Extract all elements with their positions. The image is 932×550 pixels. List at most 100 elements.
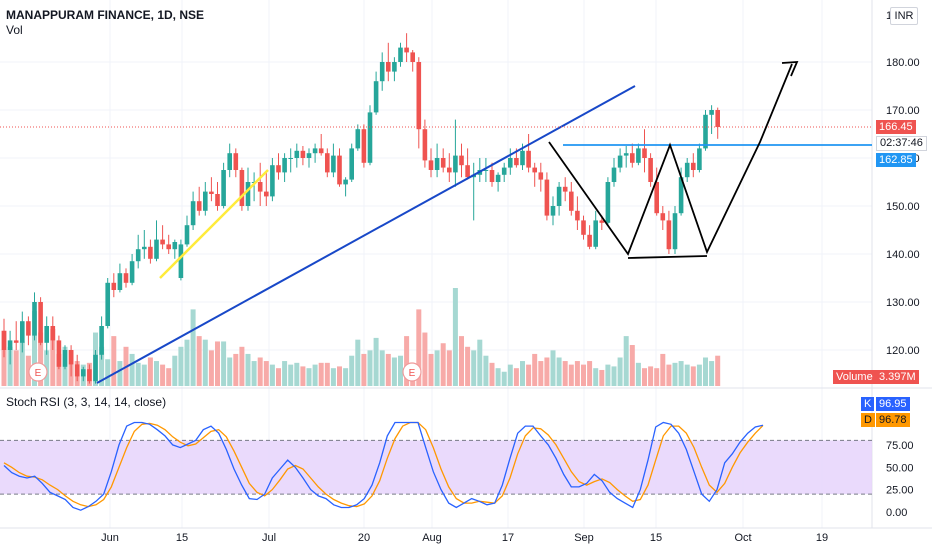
drawings-layer [0,61,872,384]
volume-bar [184,339,190,386]
time-axis[interactable]: Jun 15 Jul 20 Aug 17 Sep 15 Oct 19 [101,532,828,544]
candle-body [666,220,672,250]
volume-bar [617,357,623,386]
candle-body [489,170,495,182]
volume-bar [306,368,312,386]
candle-body [678,177,684,214]
candle-body [459,155,464,166]
volume-bar [208,350,214,386]
volume-bar [660,353,666,386]
last-price-tag: 166.45 [876,120,916,134]
volume-bar [312,364,318,386]
candle-body [404,47,409,53]
volume-bar [13,350,19,386]
currency-button[interactable]: INR [890,7,918,25]
volume-bar [7,346,13,386]
k-value-tag: 96.95 [876,397,910,411]
candle-body [99,326,104,355]
candle-body [282,158,287,173]
candle-body [483,170,489,171]
candle-body [343,179,348,185]
candle-body [440,158,446,168]
candle-body [276,165,281,173]
volume-bar [129,353,135,386]
candle-body [264,191,269,197]
arrow-head-icon [781,61,799,77]
volume-bar [141,364,147,386]
candle-body [495,174,501,182]
time-label: Jul [262,532,276,544]
volume-bar [611,366,617,386]
candle-body [38,302,43,343]
candle-body [172,242,178,250]
volume-bar [330,368,336,386]
volume-bar [294,362,300,386]
volume-bar [599,369,605,386]
candle-body [257,182,263,192]
volume-bar [635,362,641,386]
candle-body [465,165,470,178]
volume-bar [684,364,690,386]
volume-bar [574,361,580,386]
price-axis[interactable]: 180.00170.00160.00150.00140.00130.00120.… [886,10,920,519]
volume-bar [428,353,434,386]
volume-bar [629,345,635,386]
candle-body [154,239,159,259]
candle-body [148,246,153,259]
volume-bar [257,357,263,386]
level-price-tag: 162.85 [876,153,916,167]
volume-bar [593,368,599,386]
earnings-marker-label: E [409,368,416,379]
candle-body [312,148,318,154]
volume-bar [434,350,440,386]
volume-bar [385,353,391,386]
candle-body [605,182,611,223]
price-tick-partial: 1 [886,10,892,22]
candle-body [178,244,184,278]
candle-body [233,153,239,170]
stoch-rsi-title[interactable]: Stoch RSI (3, 3, 14, 14, close) [6,395,167,409]
volume-bar [507,364,513,386]
volume-bar [398,355,403,386]
volume-bar [367,350,373,386]
candle-body [392,62,397,72]
pattern-base-line [627,255,708,259]
candle-body [672,213,678,250]
symbol-title[interactable]: MANAPPURAM FINANCE, 1D, NSE [6,8,205,22]
volume-legend-label[interactable]: Vol [6,23,23,37]
volume-bar [276,368,281,386]
candle-body [526,150,531,168]
volume-bar [642,368,647,386]
price-tick-label: 170.00 [886,105,920,117]
candle-body [349,148,354,180]
volume-bar [111,336,117,386]
volume-bar [263,361,269,386]
volume-bar [495,368,501,386]
candle-body [556,186,562,206]
candle-body [538,172,544,180]
candle-body [32,302,37,336]
volume-bar [416,309,422,386]
volume-bar [440,343,446,386]
candle-body [294,150,300,158]
volume-bar [288,364,294,386]
volume-bar [172,355,178,386]
candle-body [691,162,696,170]
earnings-marker-label: E [35,368,42,379]
volume-bar [587,361,593,386]
volume-bar [605,364,611,386]
candle-body [203,191,208,211]
earnings-marker-icon [402,362,422,382]
candle-body [288,158,293,159]
volume-bar [715,355,721,386]
candle-body [550,206,556,216]
candle-body [50,326,56,341]
volume-bar [337,366,342,386]
volume-bar [568,364,574,386]
volume-bar [1,330,7,386]
volume-bar [452,288,458,386]
candle-body [135,249,141,262]
candle-body [68,350,74,365]
